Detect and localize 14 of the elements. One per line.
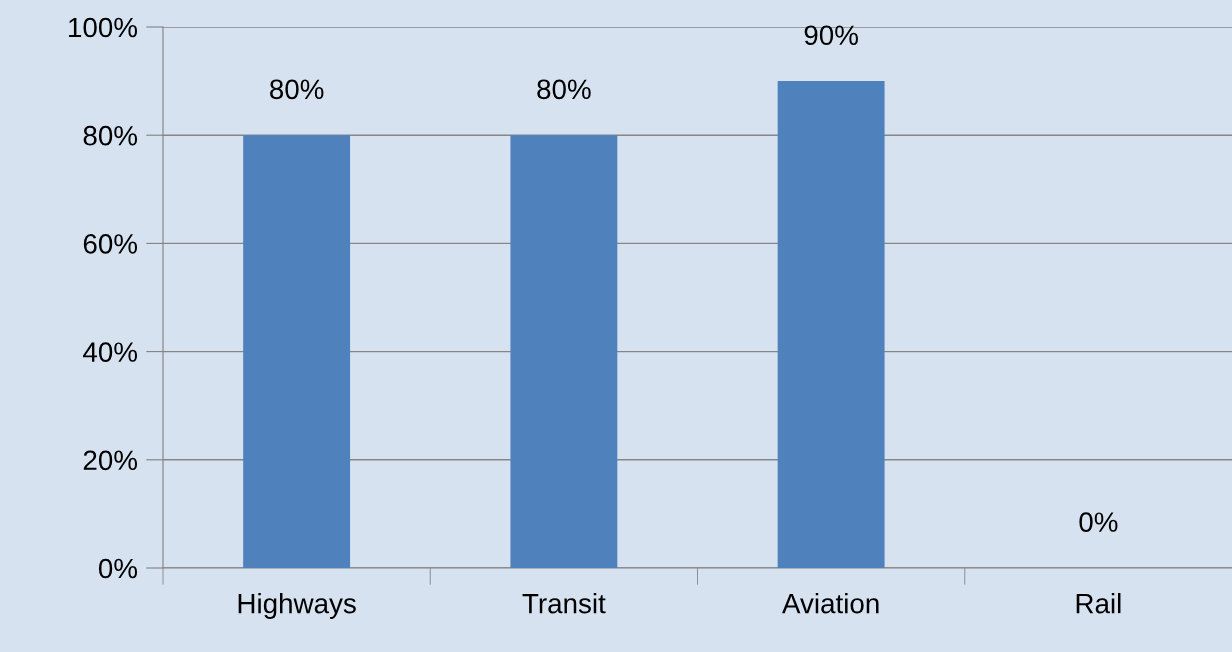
y-tick-label: 20%: [83, 450, 138, 471]
data-label: 80%: [537, 79, 591, 100]
y-tick-label: 60%: [83, 234, 138, 254]
y-tick-label: 100%: [69, 17, 138, 38]
x-tick-label: Aviation: [782, 593, 879, 614]
y-tick-label: 80%: [83, 125, 138, 146]
data-label: 80%: [270, 79, 324, 100]
y-tick-label: 40%: [83, 342, 138, 362]
y-tick-label: 0%: [98, 558, 138, 579]
x-tick-label: Highways: [238, 593, 356, 619]
data-label: 0%: [1079, 512, 1118, 532]
x-tick-label: Transit: [522, 593, 606, 614]
data-label: 90%: [804, 25, 858, 46]
x-tick-label: Rail: [1076, 593, 1121, 614]
